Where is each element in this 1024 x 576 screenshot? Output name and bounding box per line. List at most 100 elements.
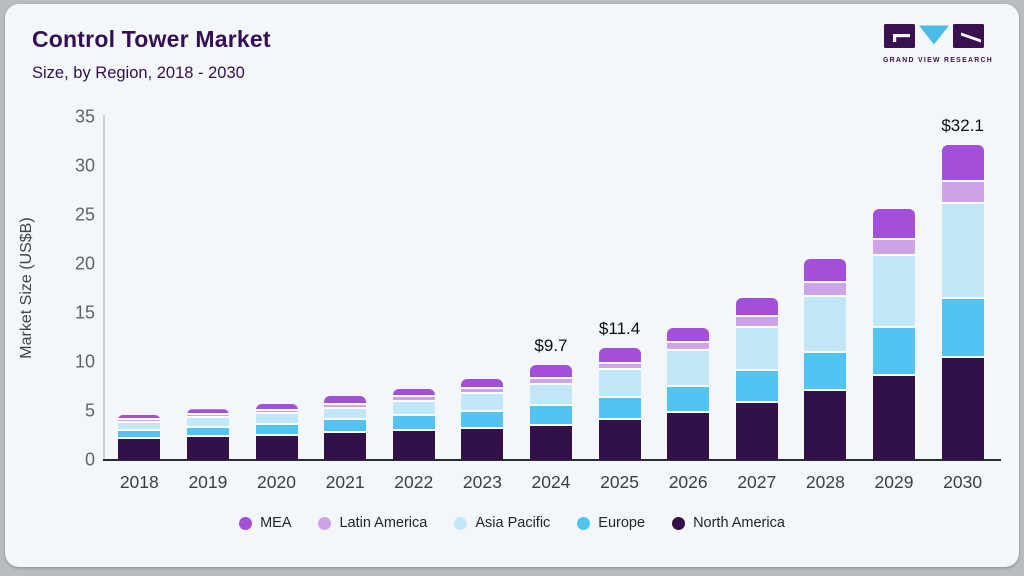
stacked-bar <box>186 409 229 460</box>
bar-column-2022 <box>379 112 448 460</box>
stacked-bar <box>255 403 298 460</box>
bar-segment-north-america <box>667 412 710 460</box>
bar-segment-north-america <box>118 439 161 460</box>
stacked-bar <box>873 209 915 460</box>
bar-value-label: $32.1 <box>941 116 984 136</box>
bar-value-label: $11.4 <box>598 319 641 339</box>
legend-color-dot <box>672 516 686 530</box>
bar-segment-north-america <box>324 432 367 460</box>
x-axis-line <box>103 459 1001 461</box>
bar-segment-asia-pacific <box>598 369 641 399</box>
bar-segment-north-america <box>804 391 847 460</box>
bar-column-2023 <box>448 112 517 460</box>
x-tick-label: 2028 <box>805 472 845 492</box>
legend-item-north-america: North America <box>672 515 785 531</box>
bar-segment-europe <box>255 424 298 437</box>
bar-segment-asia-pacific <box>118 422 161 431</box>
bar-segment-latin-america <box>255 410 298 414</box>
bar-segment-europe <box>324 419 367 433</box>
bar-segment-latin-america <box>461 389 504 395</box>
x-tick-label: 2029 <box>874 472 914 492</box>
bar-column-2019 <box>174 112 243 460</box>
bar-segment-europe <box>186 427 229 438</box>
bar-column-2027 <box>722 112 791 460</box>
bar-segment-north-america <box>461 428 504 460</box>
bar-segment-north-america <box>529 425 572 460</box>
bar-segment-europe <box>461 411 504 429</box>
stacked-bar <box>735 298 778 460</box>
bar-segment-mea <box>324 396 367 405</box>
legend-color-dot <box>318 516 332 530</box>
y-tick-label: 30 <box>74 155 95 176</box>
bar-column-2021 <box>311 112 380 460</box>
bar-segment-mea <box>255 403 298 411</box>
bar-segment-europe <box>529 406 572 426</box>
bar-column-2028 <box>791 112 860 460</box>
bar-column-2018 <box>105 112 174 460</box>
bar-segment-north-america <box>941 358 984 460</box>
bar-segment-europe <box>804 353 847 392</box>
stacked-bar <box>667 327 710 460</box>
stacked-bar <box>941 145 984 460</box>
bar-column-2029 <box>860 112 929 460</box>
bar-segment-mea <box>118 414 161 420</box>
x-tick-label: 2021 <box>325 472 365 492</box>
bar-segment-asia-pacific <box>392 401 435 417</box>
stacked-bar <box>118 414 161 460</box>
bar-segment-mea <box>186 409 229 415</box>
bar-segment-mea <box>804 259 847 283</box>
x-tick-label: 2030 <box>943 472 983 492</box>
bar-segment-asia-pacific <box>461 394 504 412</box>
bar-segment-north-america <box>392 430 435 460</box>
x-tick-label: 2024 <box>531 472 571 492</box>
bar-column-2020 <box>242 112 311 460</box>
bar-segment-mea <box>667 327 710 344</box>
x-tick-label: 2020 <box>257 472 296 492</box>
y-tick-label: 25 <box>74 204 95 225</box>
legend-color-dot <box>239 516 253 530</box>
bar-segment-europe <box>735 370 778 404</box>
y-tick-label: 15 <box>74 302 95 323</box>
bar-segment-latin-america <box>118 419 161 423</box>
stacked-bar <box>392 388 435 460</box>
legend-label: Latin America <box>339 515 428 531</box>
x-tick-label: 2022 <box>394 472 434 492</box>
bar-column-2024: $9.7 <box>517 112 586 460</box>
bar-chart-plot-area: $9.7 $11.4 $32.1 <box>105 112 997 460</box>
bar-segment-latin-america <box>324 404 367 410</box>
bar-segment-europe <box>941 299 984 359</box>
bar-segment-asia-pacific <box>735 327 778 371</box>
stacked-bar <box>324 396 367 460</box>
bar-segment-asia-pacific <box>804 297 847 354</box>
bar-segment-latin-america <box>598 363 641 370</box>
bar-segment-asia-pacific <box>255 413 298 425</box>
bar-segment-latin-america <box>186 414 229 418</box>
bar-segment-north-america <box>598 419 641 460</box>
bar-segment-latin-america <box>804 282 847 298</box>
y-tick-label: 5 <box>84 400 95 421</box>
x-tick-label: 2026 <box>668 472 708 492</box>
bar-segment-mea <box>873 209 915 240</box>
y-tick-label: 0 <box>84 449 95 470</box>
stacked-bar <box>461 378 504 460</box>
bar-segment-north-america <box>255 436 298 460</box>
bar-segment-latin-america <box>735 316 778 328</box>
bar-segment-mea <box>392 388 435 397</box>
x-tick-label: 2023 <box>462 472 502 492</box>
bar-value-label: $9.7 <box>534 335 568 355</box>
y-tick-label: 10 <box>74 351 95 372</box>
legend-item-latin-america: Latin America <box>318 515 427 531</box>
chart-legend: MEA Latin America Asia Pacific Europe North … <box>5 515 1019 531</box>
bar-segment-latin-america <box>392 396 435 402</box>
legend-item-mea: MEA <box>239 515 291 531</box>
bar-segment-europe <box>873 327 915 376</box>
bar-segment-latin-america <box>667 343 710 352</box>
bar-segment-mea <box>941 145 984 182</box>
bar-segment-north-america <box>735 403 778 460</box>
legend-label: Asia Pacific <box>475 515 551 531</box>
legend-color-dot <box>577 516 591 530</box>
legend-label: MEA <box>260 515 292 531</box>
stacked-bar <box>598 348 641 460</box>
bar-segment-latin-america <box>941 181 984 205</box>
legend-label: Europe <box>598 515 646 531</box>
